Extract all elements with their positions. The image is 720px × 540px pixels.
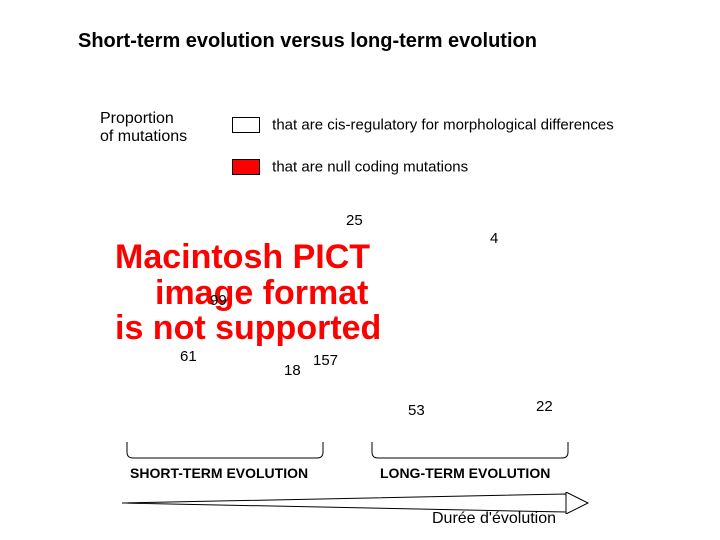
data-label-4: 4 [490, 230, 498, 247]
pict-placeholder: Macintosh PICT image format is not suppo… [115, 240, 381, 347]
x-label-short-term: SHORT-TERM EVOLUTION [130, 465, 308, 481]
x-label-long-term: LONG-TERM EVOLUTION [380, 465, 550, 481]
data-label-18: 18 [284, 362, 301, 379]
diagram-root: Short-term evolution versus long-term ev… [0, 0, 720, 540]
page-title: Short-term evolution versus long-term ev… [78, 30, 537, 53]
pict-line-2: image format [115, 276, 381, 312]
legend-swatch-cis [232, 117, 260, 133]
y-axis-label: Proportion of mutations [100, 110, 187, 146]
pict-line-3: is not supported [115, 311, 381, 347]
y-axis-label-line1: Proportion [100, 110, 187, 128]
legend-swatch-null [232, 159, 260, 175]
data-label-25: 25 [346, 212, 363, 229]
y-axis-label-line2: of mutations [100, 128, 187, 146]
legend-item-null: that are null coding mutations [232, 158, 468, 176]
duration-caption: Durée d'évolution [432, 510, 556, 528]
data-label-61: 61 [180, 348, 197, 365]
data-label-53: 53 [408, 402, 425, 419]
data-label-99: 99 [210, 292, 227, 309]
bracket-long-term [370, 440, 570, 460]
data-label-22: 22 [536, 398, 553, 415]
legend-item-cis: that are cis-regulatory for morphologica… [232, 116, 614, 134]
legend-label-null: that are null coding mutations [272, 159, 468, 176]
data-label-157: 157 [313, 352, 338, 369]
legend-label-cis: that are cis-regulatory for morphologica… [272, 117, 614, 134]
pict-line-1: Macintosh PICT [115, 240, 381, 276]
bracket-short-term [125, 440, 325, 460]
